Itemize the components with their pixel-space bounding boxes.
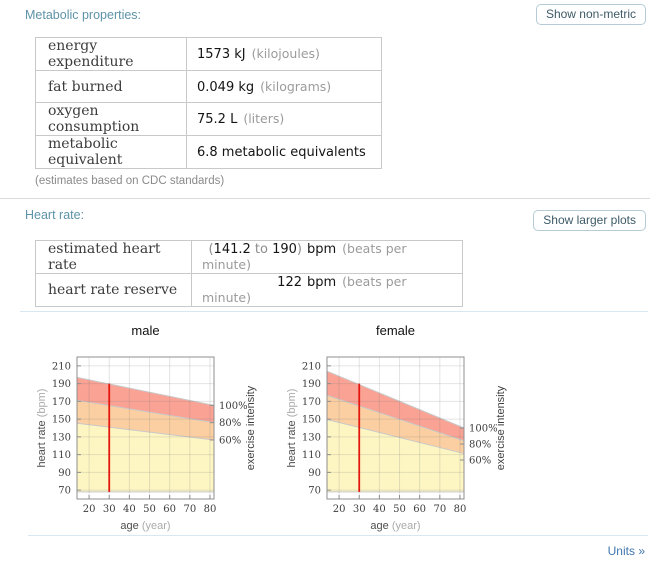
show-non-metric-button[interactable]: Show non-metric (535, 4, 646, 25)
row-value: 6.8 metabolic equivalents (186, 135, 382, 169)
svg-text:150: 150 (52, 415, 71, 426)
svg-text:190: 190 (52, 379, 71, 390)
show-larger-plots-button[interactable]: Show larger plots (533, 210, 646, 231)
svg-text:170: 170 (52, 397, 71, 408)
svg-text:exercise intensity: exercise intensity (245, 385, 257, 470)
heart-rate-plot-male[interactable]: 70 90 110 130 150 170 190 210 20 30 40 50 60 70 80 100%… (32, 316, 264, 540)
table-row: estimated heart rate (141.2 to 190) bpm (b… (35, 240, 463, 274)
svg-text:60: 60 (413, 504, 426, 515)
svg-text:50: 50 (393, 504, 406, 515)
heart-rate-heading: Heart rate: (25, 208, 85, 222)
svg-text:130: 130 (52, 432, 71, 443)
heart-rate-plot-female[interactable]: 70 90 110 130 150 170 190 210 20 30 40 50 60 70 80 100%… (282, 316, 514, 540)
units-link[interactable]: Units » (607, 544, 645, 558)
svg-text:20: 20 (333, 504, 346, 515)
svg-text:80: 80 (204, 504, 217, 515)
svg-text:170: 170 (302, 397, 321, 408)
svg-text:age (year): age (year) (120, 520, 170, 532)
row-label: estimated heart rate (35, 240, 192, 274)
svg-text:190: 190 (302, 379, 321, 390)
metabolic-properties-heading: Metabolic properties: (25, 8, 142, 22)
svg-text:heart rate (bpm): heart rate (bpm) (36, 389, 48, 468)
cdc-footnote: (estimates based on CDC standards) (35, 175, 225, 187)
row-value: 122 bpm (beats per minute) (191, 273, 463, 307)
row-label: oxygen consumption (35, 102, 187, 136)
svg-text:age (year): age (year) (370, 520, 420, 532)
row-value: 0.049 kg (kilograms) (186, 70, 382, 103)
svg-text:exercise intensity: exercise intensity (495, 385, 507, 470)
metabolic-table: energy expenditure 1573 kJ (kilojoules) f… (35, 37, 382, 169)
svg-text:30: 30 (103, 504, 116, 515)
row-value: (141.2 to 190) bpm (beats per minute) (191, 240, 463, 274)
svg-text:70: 70 (308, 486, 321, 497)
svg-text:90: 90 (58, 468, 71, 479)
table-row: metabolic equivalent 6.8 metabolic equiv… (35, 135, 382, 169)
svg-text:60%: 60% (469, 456, 491, 467)
svg-text:80: 80 (454, 504, 467, 515)
svg-text:male: male (131, 323, 159, 338)
svg-text:150: 150 (302, 415, 321, 426)
svg-text:70: 70 (433, 504, 446, 515)
svg-text:30: 30 (353, 504, 366, 515)
row-label: fat burned (35, 70, 187, 103)
svg-text:90: 90 (308, 468, 321, 479)
svg-text:100%: 100% (469, 424, 498, 435)
svg-text:40: 40 (373, 504, 386, 515)
subpod-divider (20, 311, 648, 312)
svg-text:80%: 80% (219, 418, 241, 429)
svg-text:100%: 100% (219, 401, 248, 412)
pod-divider (0, 198, 650, 199)
row-label: metabolic equivalent (35, 135, 187, 169)
svg-text:40: 40 (123, 504, 136, 515)
svg-text:70: 70 (183, 504, 196, 515)
table-row: oxygen consumption 75.2 L (liters) (35, 102, 382, 136)
svg-text:50: 50 (143, 504, 156, 515)
heart-rate-table: estimated heart rate (141.2 to 190) bpm (b… (35, 240, 463, 307)
svg-text:70: 70 (58, 486, 71, 497)
svg-text:210: 210 (52, 361, 71, 372)
row-value: 75.2 L (liters) (186, 102, 382, 136)
table-row: fat burned 0.049 kg (kilograms) (35, 70, 382, 103)
svg-text:110: 110 (52, 450, 71, 461)
svg-text:female: female (376, 323, 415, 338)
svg-text:130: 130 (302, 432, 321, 443)
svg-text:20: 20 (83, 504, 96, 515)
table-row: energy expenditure 1573 kJ (kilojoules) (35, 37, 382, 71)
row-value: 1573 kJ (kilojoules) (186, 37, 382, 71)
svg-text:60: 60 (163, 504, 176, 515)
svg-text:80%: 80% (469, 440, 491, 451)
table-row: heart rate reserve 122 bpm (beats per minu… (35, 273, 463, 307)
svg-text:210: 210 (302, 361, 321, 372)
row-label: heart rate reserve (35, 273, 192, 307)
row-label: energy expenditure (35, 37, 187, 71)
footer-divider (28, 535, 648, 536)
svg-text:60%: 60% (219, 435, 241, 446)
svg-text:110: 110 (302, 450, 321, 461)
svg-text:heart rate (bpm): heart rate (bpm) (286, 389, 298, 468)
